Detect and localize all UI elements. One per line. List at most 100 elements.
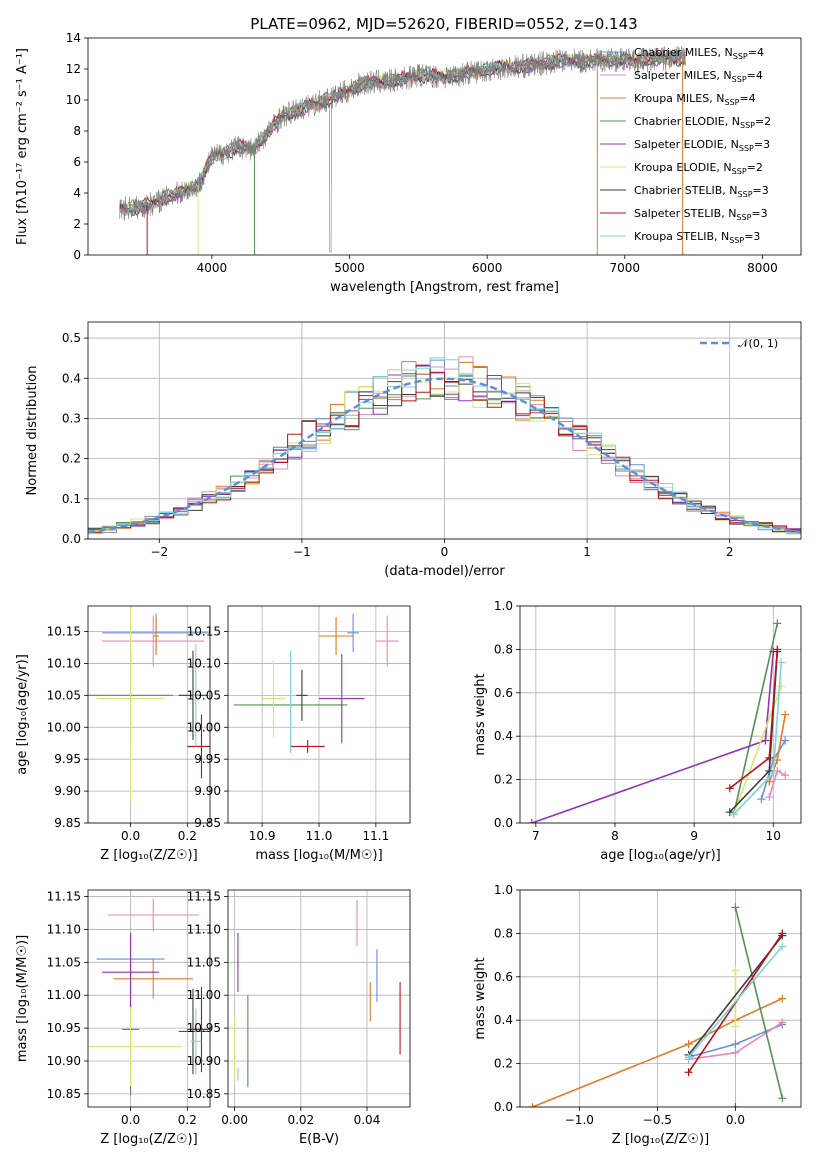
- y-tick-label: 0.1: [62, 492, 81, 506]
- legend-label: Kroupa STELIB, N: [634, 230, 729, 243]
- axes-frame: [87, 605, 211, 824]
- legend-suffix: =4: [739, 92, 755, 105]
- y-tick-label: 0.2: [62, 452, 81, 466]
- legend-entry: Chabrier ELODIE, NSSP=2: [634, 115, 771, 130]
- y-tick-label: 10.85: [47, 1087, 81, 1101]
- axes-frame: [227, 605, 411, 824]
- mass-weight-line: [732, 623, 779, 815]
- legend-suffix: =2: [755, 115, 771, 128]
- legend-label: Chabrier MILES, N: [634, 46, 733, 59]
- x-tick-label: 0.00: [221, 1113, 248, 1127]
- x-axis-label: (data-model)/error: [384, 564, 505, 579]
- plot-area: [88, 606, 210, 801]
- y-axis-label: mass weight: [473, 957, 488, 1039]
- x-tick-label: 0.02: [287, 1113, 314, 1127]
- x-tick-label: 10: [766, 829, 781, 843]
- legend-sub: SSP: [732, 167, 747, 176]
- panel-mass-vs-Z: 0.0 0.2 10.85 10.90 10.95 11.00 11.05 11.10 11.1…: [15, 890, 211, 1147]
- x-tick-label: −1.0: [565, 1113, 594, 1127]
- y-tick-label: 0.8: [494, 926, 513, 940]
- legend-sub: SSP: [729, 236, 744, 245]
- legend-suffix: =3: [751, 207, 767, 220]
- x-tick-label: 1: [583, 545, 591, 559]
- x-tick-label: −2: [150, 545, 168, 559]
- plots-layer: 4000 5000 6000 7000 800002468101214wavelengt…: [15, 31, 802, 1147]
- y-tick-label: 14: [66, 31, 81, 45]
- legend-label: Salpeter MILES, N: [634, 69, 732, 82]
- x-tick-label: 0.2: [178, 829, 197, 843]
- plot-area: [88, 898, 210, 1096]
- mass-weight-line: [734, 907, 784, 1099]
- legend-entry: Chabrier STELIB, NSSP=3: [634, 184, 769, 199]
- legend-sub: SSP: [724, 98, 739, 107]
- legend-sub: SSP: [733, 52, 748, 61]
- plot-area: [88, 356, 801, 535]
- y-tick-label: 0.4: [494, 729, 513, 743]
- y-tick-label: 11.05: [47, 955, 81, 969]
- panel-residuals: −2 −1 0 1 2 0.0 0.1 0.2 0.3 0.4 0.5 (data-model)/er…: [25, 321, 802, 579]
- y-tick-label: 10.10: [187, 656, 221, 670]
- residual-histogram-line: [88, 365, 801, 533]
- legend-entry: Salpeter ELODIE, NSSP=3: [634, 138, 770, 153]
- x-axis-label: age [log₁₀(age/yr)]: [600, 848, 721, 863]
- x-tick-label: −1: [293, 545, 311, 559]
- x-tick-label: 7: [532, 829, 540, 843]
- mass-weight-line: [532, 997, 783, 1107]
- legend-suffix: =3: [754, 138, 770, 151]
- plot-area: [527, 619, 790, 823]
- x-tick-label: 0.0: [726, 1113, 745, 1127]
- x-axis-label: Z [log₁₀(Z/Z☉)]: [100, 848, 197, 863]
- x-tick-label: 11.1: [363, 829, 390, 843]
- y-tick-label: 12: [66, 62, 81, 76]
- plot-area: [528, 903, 787, 1107]
- y-tick-label: 9.90: [54, 784, 81, 798]
- y-tick-label: 0.8: [494, 642, 513, 656]
- legend-sub: SSP: [740, 121, 755, 130]
- x-tick-label: −0.5: [643, 1113, 672, 1127]
- panel-weight-vs-Z: −1.0 −0.5 0.0 0.0 0.2 0.4 0.6 0.8 1.0 Z [log₁₀(Z/…: [473, 883, 802, 1147]
- y-tick-label: 0.2: [494, 1057, 513, 1071]
- legend-sub: SSP: [739, 144, 754, 153]
- y-tick-label: 10.05: [47, 688, 81, 702]
- data-spectrum-line: [119, 45, 686, 253]
- x-tick-label: 0.2: [178, 1113, 197, 1127]
- legend-label: Kroupa ELODIE, N: [634, 161, 732, 174]
- x-tick-label: 4000: [197, 261, 228, 275]
- legend-suffix: =4: [748, 46, 764, 59]
- axes-frame: [87, 37, 802, 256]
- residual-histogram-line: [88, 356, 801, 531]
- y-tick-label: 9.95: [194, 752, 221, 766]
- x-tick-label: 9: [690, 829, 698, 843]
- legend-sub: SSP: [738, 190, 753, 199]
- y-tick-label: 9.85: [194, 816, 221, 830]
- axes-frame: [87, 321, 802, 540]
- plot-area: [119, 45, 686, 255]
- x-tick-label: 8000: [747, 261, 778, 275]
- x-tick-label: 8: [611, 829, 619, 843]
- y-tick-label: 0.0: [494, 816, 513, 830]
- x-tick-label: 5000: [334, 261, 365, 275]
- y-tick-label: 10: [66, 93, 81, 107]
- panel-age-vs-mass: 10.9 11.0 11.1 9.85 9.90 9.95 10.00 10.05 10.10 1…: [187, 605, 411, 863]
- legend-suffix: =3: [744, 230, 760, 243]
- plot-area: [234, 899, 401, 1088]
- y-tick-label: 10.00: [187, 720, 221, 734]
- x-tick-label: 6000: [472, 261, 503, 275]
- y-tick-label: 1.0: [494, 883, 513, 897]
- legend-label: Chabrier ELODIE, N: [634, 115, 740, 128]
- y-tick-label: 0.0: [494, 1100, 513, 1114]
- y-tick-label: 2: [73, 217, 81, 231]
- y-axis-label: Flux [fλ10⁻¹⁷ erg cm⁻² s⁻¹ A⁻¹]: [15, 48, 30, 245]
- legend-label: Chabrier STELIB, N: [634, 184, 738, 197]
- axes-frame: [519, 605, 802, 824]
- figure-title: PLATE=0962, MJD=52620, FIBERID=0552, z=0…: [250, 15, 637, 33]
- y-tick-label: 11.00: [187, 988, 221, 1002]
- residual-histogram-line: [88, 372, 801, 533]
- y-tick-label: 0.4: [494, 1013, 513, 1027]
- legend-sub: SSP: [736, 213, 751, 222]
- legend-entry: Salpeter STELIB, NSSP=3: [634, 207, 768, 222]
- x-tick-label: 0.04: [354, 1113, 381, 1127]
- legend-label: Kroupa MILES, N: [634, 92, 724, 105]
- legend-entry: Kroupa ELODIE, NSSP=2: [634, 161, 763, 176]
